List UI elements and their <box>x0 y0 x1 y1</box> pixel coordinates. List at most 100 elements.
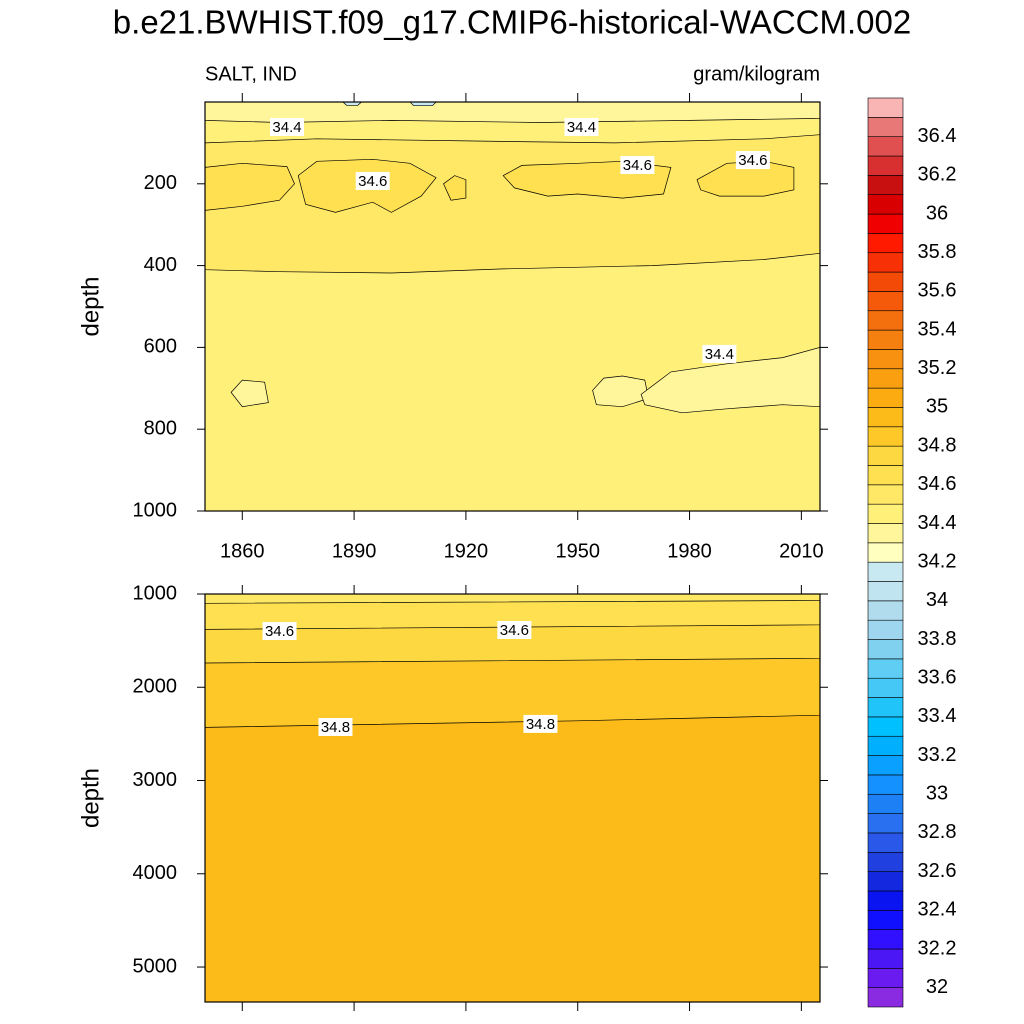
contour-label: 34.6 <box>738 152 767 169</box>
x-tick-label: 1950 <box>555 540 600 562</box>
x-tick-label: 2010 <box>779 540 824 562</box>
colorbar-box <box>867 445 904 466</box>
colorbar-label: 32.6 <box>918 860 957 882</box>
colorbar-box <box>867 929 904 950</box>
colorbar-box <box>867 600 904 621</box>
contour-region <box>205 134 820 274</box>
left-label: SALT, IND <box>205 63 297 85</box>
colorbar-label: 35 <box>926 396 948 418</box>
contour-field: 34.6 34.6 34.8 34.8 <box>205 594 820 1002</box>
colorbar-box <box>867 909 904 930</box>
colorbar-label: 32.4 <box>918 899 957 921</box>
colorbar-box <box>867 194 904 215</box>
colorbar-label: 32.8 <box>918 821 957 843</box>
contour-label: 34.6 <box>623 157 652 174</box>
colorbar-label: 35.4 <box>918 318 957 340</box>
contour-region <box>640 347 820 414</box>
contour-region <box>592 375 649 408</box>
colorbar-label: 34.2 <box>918 550 957 572</box>
colorbar-box <box>867 252 904 273</box>
contour-region <box>230 379 269 408</box>
colorbar-label: 36 <box>926 202 948 224</box>
colorbar-box <box>867 407 904 428</box>
colorbar-box <box>867 310 904 331</box>
colorbar-box <box>867 175 904 196</box>
colorbar-box <box>867 871 904 892</box>
contour-region <box>205 594 820 604</box>
colorbar-box <box>867 117 904 137</box>
contour-label-box <box>523 714 558 733</box>
x-tick-label: 1980 <box>667 540 712 562</box>
colorbar-box <box>867 233 904 254</box>
colorbar-label: 34 <box>926 589 948 611</box>
colorbar-box <box>867 832 904 853</box>
colorbar-box <box>867 581 904 602</box>
contour-label: 34.6 <box>500 622 529 639</box>
colorbar-label: 32 <box>926 976 948 998</box>
colorbar-box <box>867 503 904 524</box>
y-tick-label: 800 <box>144 417 177 439</box>
contour-label: 34.8 <box>321 719 350 736</box>
colorbar-label: 35.6 <box>918 280 957 302</box>
colorbar-box <box>867 735 904 756</box>
x-tick-label: 1920 <box>444 540 489 562</box>
colorbar-box <box>867 329 904 350</box>
colorbar-box <box>867 349 904 370</box>
contour-label-box <box>620 155 655 174</box>
colorbar-box <box>867 968 904 988</box>
y-tick-label: 3000 <box>133 769 178 791</box>
colorbar-box <box>867 136 904 157</box>
y-axis-label: depth <box>77 768 104 828</box>
colorbar-box <box>867 523 904 544</box>
y-tick-label: 200 <box>144 172 177 194</box>
contour-label-box <box>497 620 532 639</box>
colorbar-box <box>867 948 904 969</box>
colorbar-box <box>867 291 904 312</box>
y-tick-label: 2000 <box>133 676 178 698</box>
figure-title: b.e21.BWHIST.f09_g17.CMIP6-historical-WA… <box>113 4 911 41</box>
y-tick-label: 4000 <box>133 862 178 884</box>
colorbar-box <box>867 793 904 814</box>
colorbar-box <box>867 155 904 176</box>
right-label: gram/kilogram <box>693 63 820 85</box>
contour-label: 34.4 <box>567 119 596 136</box>
colorbar-label: 34.8 <box>918 434 957 456</box>
colorbar-label: 34.6 <box>918 473 957 495</box>
contour-region <box>409 102 437 107</box>
colorbar-box <box>867 755 904 776</box>
plot-frame <box>204 101 821 512</box>
y-tick-label: 400 <box>144 254 177 276</box>
plot-frame <box>204 593 821 1003</box>
contour-label: 34.4 <box>705 346 734 363</box>
colorbar-box <box>867 890 904 911</box>
colorbar-box <box>867 639 904 660</box>
x-tick-label: 1860 <box>220 540 265 562</box>
y-tick-label: 600 <box>144 336 177 358</box>
colorbar-box <box>867 987 904 1008</box>
contour-field: 34.4 34.4 34.6 34.6 34.6 34.4 <box>205 102 820 511</box>
colorbar-box <box>867 387 904 408</box>
contour-label: 34.6 <box>358 173 387 190</box>
colorbar-label: 33.8 <box>918 628 957 650</box>
contour-region <box>443 175 467 201</box>
contour-label-box <box>262 622 297 641</box>
colorbar-box <box>867 484 904 505</box>
contour-label: 34.6 <box>265 623 294 640</box>
x-tick-label: 1890 <box>332 540 377 562</box>
colorbar-box <box>867 97 904 118</box>
contour-region <box>342 102 363 106</box>
contour-label: 34.8 <box>526 716 555 733</box>
y-axis-label: depth <box>77 276 104 336</box>
colorbar-box <box>867 619 904 640</box>
colorbar-label: 35.2 <box>918 357 957 379</box>
y-tick-label: 1000 <box>133 499 178 521</box>
contour-region <box>205 162 295 211</box>
colorbar-label: 36.2 <box>918 164 957 186</box>
contour-label-box <box>270 117 304 136</box>
colorbar-label: 33.6 <box>918 666 957 688</box>
colorbar-box <box>867 465 904 486</box>
contour-label-box <box>564 117 599 136</box>
colorbar-label: 33.2 <box>918 744 957 766</box>
colorbar-label: 36.4 <box>918 125 957 147</box>
contour-label-box <box>355 171 390 190</box>
